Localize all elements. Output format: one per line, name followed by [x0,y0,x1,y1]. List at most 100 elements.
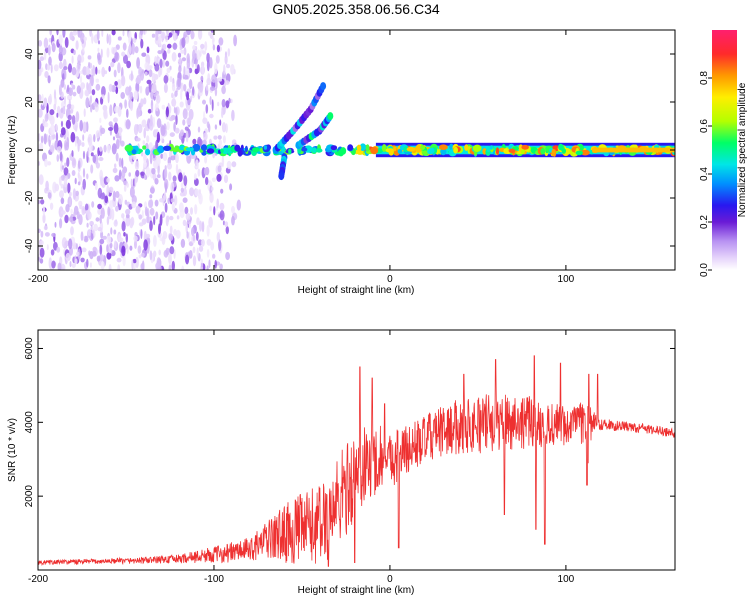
noise-blob [125,119,131,130]
noise-blob [175,107,178,116]
noise-blob [185,254,190,265]
noise-blob [108,83,113,92]
noise-blob [129,91,133,100]
noise-blob [100,261,105,270]
noise-blob [57,146,62,153]
noise-blob [60,78,65,88]
noise-blob [65,204,70,213]
noise-blob [96,255,101,262]
noise-blob [42,213,46,224]
noise-blob [80,231,84,242]
noise-blob [153,215,156,226]
noise-blob [59,218,63,229]
noise-blob [169,132,175,138]
snr-series-line [38,355,675,567]
noise-blob [202,50,207,55]
noise-blob [112,136,116,141]
noise-blob [192,86,195,96]
noise-blob [95,83,101,91]
noise-blob [157,163,160,175]
noise-blob [55,123,58,131]
noise-blob [227,48,231,57]
noise-blob [208,259,211,269]
noise-blob [143,30,146,35]
band-blob [551,149,556,157]
noise-blob [86,173,89,180]
noise-blob [82,121,87,134]
noise-blob [118,194,123,205]
band-blob [337,149,344,157]
noise-blob [60,175,66,181]
noise-blob [173,195,178,206]
noise-blob [221,99,226,108]
noise-blob [163,75,169,84]
noise-blob [102,235,107,240]
noise-blob [114,175,120,182]
noise-blob [133,90,139,101]
snr-ytick-label: 6000 [24,337,35,360]
noise-blob [183,175,188,187]
noise-blob [134,160,140,170]
noise-blob [211,177,216,183]
noise-blob [185,221,189,234]
noise-blob [93,223,98,232]
noise-blob [149,207,155,216]
noise-blob [106,177,110,183]
noise-blob [197,30,203,40]
noise-blob [167,48,171,54]
noise-blob [39,240,44,246]
noise-blob [106,244,109,253]
band-blob [486,146,491,153]
noise-blob [180,187,184,193]
noise-blob [126,183,129,188]
noise-blob [163,83,168,94]
noise-blob [72,91,77,97]
snr-frame [37,329,676,571]
noise-blob [164,167,168,179]
noise-blob [206,238,212,246]
noise-blob [142,140,146,145]
band-blob [420,145,425,151]
noise-blob [179,45,182,51]
band-blob [145,148,151,156]
noise-blob [141,52,147,57]
noise-blob [174,127,180,134]
noise-blob [151,83,157,94]
colorbar-ticks: 0.0 0.2 0.4 0.6 0.8 [699,71,712,277]
noise-blob [118,157,122,168]
noise-blob [158,249,161,256]
noise-blob [62,30,66,38]
noise-blob [156,155,161,166]
noise-blob [101,94,105,99]
noise-blob [98,156,104,162]
band-blob [540,148,546,155]
noise-blob [63,167,69,176]
noise-blob [49,109,55,116]
noise-blob [183,65,186,78]
noise-blob [124,199,128,205]
noise-blob [89,220,94,227]
noise-blob [214,87,218,97]
noise-blob [220,188,224,194]
noise-blob [68,63,72,73]
noise-blob [172,42,178,50]
noise-blob [90,152,94,157]
noise-blob [189,187,195,197]
noise-blob [190,30,195,40]
noise-blob [77,139,82,147]
noise-blob [155,107,159,112]
snr-xlabel: Height of straight line (km) [298,585,415,596]
noise-blob [123,232,126,237]
noise-blob [143,239,148,251]
noise-blob [147,108,152,114]
noise-blob [63,58,67,69]
spec-ytick-label: 20 [24,96,35,108]
noise-blob [77,54,82,65]
noise-blob [161,48,165,54]
band-blob [580,149,590,156]
noise-blob [210,86,216,91]
noise-blob [63,84,67,90]
noise-blob [168,264,172,270]
noise-blob [143,154,147,161]
noise-blob [88,61,91,69]
